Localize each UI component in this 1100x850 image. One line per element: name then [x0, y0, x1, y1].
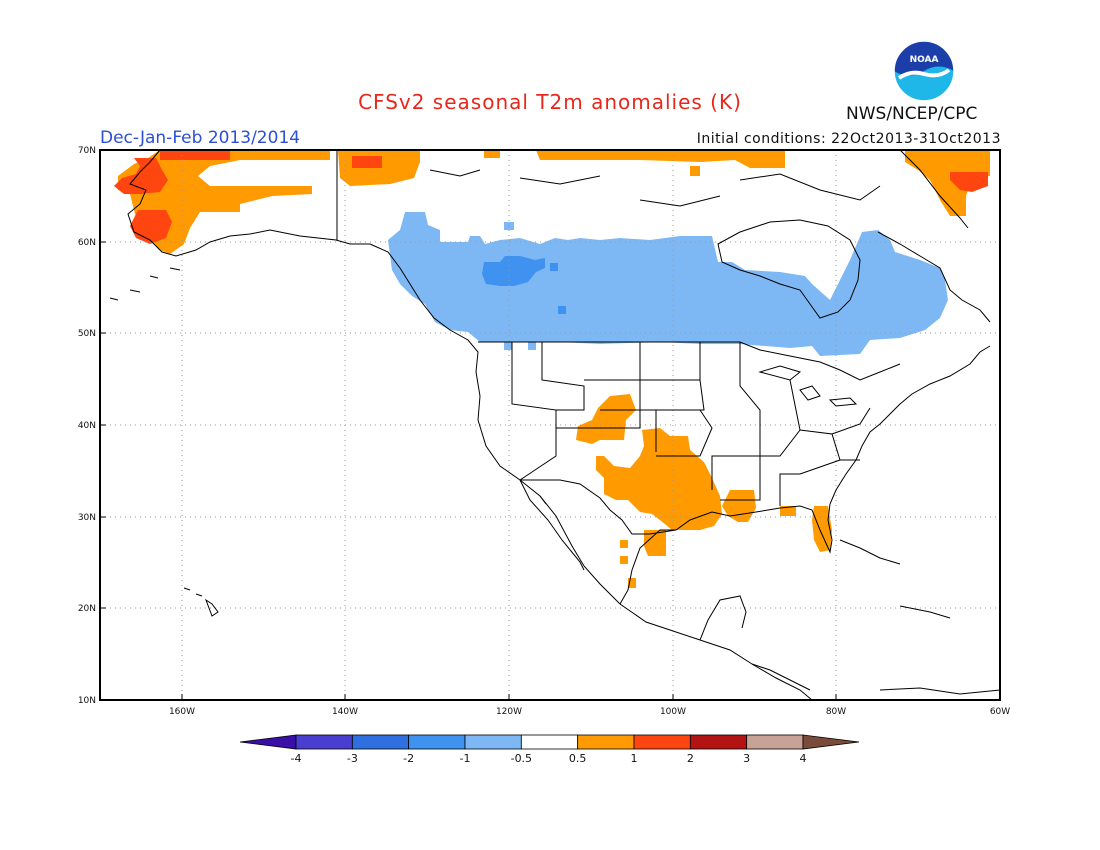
- warm-anomaly-region: [620, 540, 628, 548]
- strong-warm-anomaly-region: [352, 156, 382, 168]
- cool-anomaly-region: [388, 212, 948, 356]
- warm-anomaly-region: [722, 490, 756, 522]
- initial-conditions-label: Initial conditions: 22Oct2013-31Oct2013: [696, 131, 1001, 147]
- svg-text:NOAA: NOAA: [910, 55, 939, 65]
- lon-tick-label: 80W: [826, 707, 846, 717]
- warm-anomaly-region: [812, 506, 832, 552]
- colorbar-label: 3: [743, 752, 750, 765]
- lat-tick-label: 50N: [78, 329, 96, 339]
- strong-warm-anomaly-region: [114, 158, 168, 194]
- colorbar-label: -4: [291, 752, 302, 765]
- cool-anomaly-region: [504, 342, 512, 350]
- lon-tick-label: 60W: [990, 707, 1010, 717]
- warm-anomaly-region: [780, 506, 796, 516]
- strong-cool-anomaly-region: [482, 256, 545, 286]
- lon-tick-label: 120W: [496, 707, 522, 717]
- colorbar: -4 -3 -2 -1 -0.5 0.5 1 2 3 4: [239, 734, 860, 765]
- lon-axis: 160W 140W 120W 100W 80W 60W: [169, 694, 1010, 717]
- lat-tick-label: 40N: [78, 421, 96, 431]
- colorbar-swatch: [577, 734, 635, 750]
- warm-anomaly-region: [484, 150, 500, 158]
- colorbar-label: 2: [687, 752, 694, 765]
- borders: [478, 341, 901, 535]
- warm-anomaly-region: [620, 556, 628, 564]
- colorbar-swatch: [689, 734, 748, 750]
- noaa-logo-icon: NOAA: [893, 40, 955, 102]
- strong-cool-anomaly-region: [558, 306, 566, 314]
- colorbar-min-arrow: [239, 734, 297, 750]
- warm-anomaly-region: [118, 150, 330, 254]
- lat-tick-label: 10N: [78, 696, 96, 706]
- colorbar-swatch: [520, 734, 579, 750]
- colorbar-swatch: [351, 734, 410, 750]
- colorbar-swatch: [746, 734, 804, 750]
- colorbar-label: -0.5: [511, 752, 532, 765]
- lon-tick-label: 100W: [660, 707, 686, 717]
- agency-label: NWS/NCEP/CPC: [846, 104, 978, 124]
- lat-tick-label: 20N: [78, 604, 96, 614]
- warm-anomaly-region: [905, 150, 990, 216]
- colorbar-label: -3: [347, 752, 358, 765]
- colorbar-label: 0.5: [569, 752, 587, 765]
- colorbar-label: 4: [800, 752, 807, 765]
- colorbar-swatch: [633, 734, 691, 750]
- lon-tick-label: 140W: [332, 707, 358, 717]
- anomaly-shading: [114, 150, 990, 588]
- warm-anomaly-region: [690, 166, 700, 176]
- lat-tick-label: 60N: [78, 238, 96, 248]
- lat-axis: 70N 60N 50N 40N 30N 20N 10N: [78, 146, 106, 706]
- chart-title: CFSv2 seasonal T2m anomalies (K): [358, 90, 742, 114]
- strong-warm-anomaly-region: [160, 150, 230, 160]
- warm-anomaly-region: [536, 150, 735, 162]
- cool-anomaly-region: [528, 342, 536, 350]
- colorbar-swatch: [464, 734, 522, 750]
- season-label: Dec-Jan-Feb 2013/2014: [100, 128, 301, 148]
- warm-anomaly-region: [576, 394, 636, 444]
- lat-tick-label: 70N: [78, 146, 96, 156]
- colorbar-label: -2: [403, 752, 414, 765]
- strong-warm-anomaly-region: [950, 172, 988, 192]
- colorbar-label: -1: [460, 752, 471, 765]
- colorbar-max-arrow: [802, 734, 860, 750]
- lat-tick-label: 30N: [78, 513, 96, 523]
- graticule: [100, 150, 1000, 700]
- colorbar-label: 1: [631, 752, 638, 765]
- lon-tick-label: 160W: [169, 707, 195, 717]
- strong-cool-anomaly-region: [550, 263, 558, 271]
- warm-anomaly-region: [732, 150, 785, 168]
- warm-anomaly-region: [644, 530, 666, 556]
- colorbar-swatch: [295, 734, 353, 750]
- colorbar-swatch: [408, 734, 466, 750]
- warm-anomaly-region: [596, 428, 722, 530]
